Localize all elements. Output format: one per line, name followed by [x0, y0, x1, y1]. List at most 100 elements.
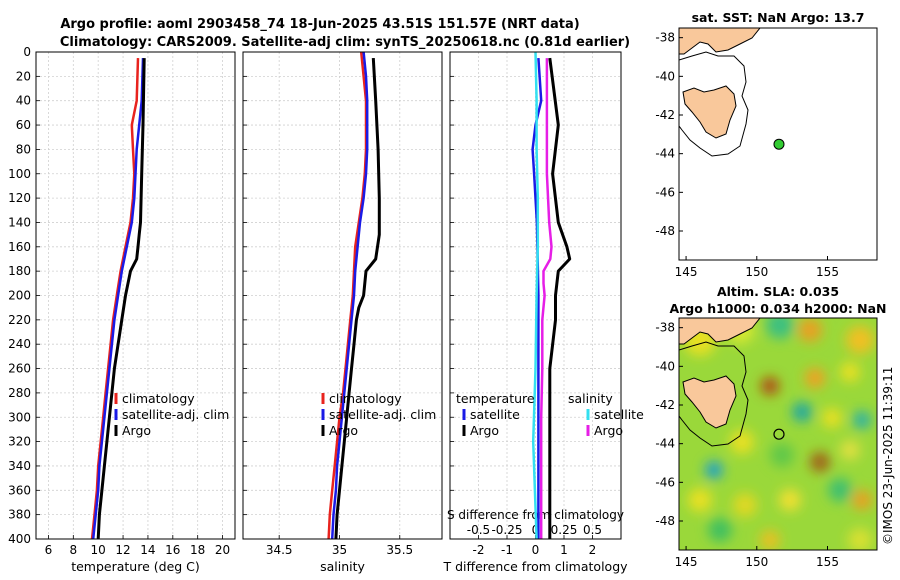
sla-float-marker — [773, 428, 785, 440]
temperature-xtick-label: 10 — [91, 543, 106, 557]
sst-shelf-contour — [679, 51, 749, 157]
salinity-profile-chart: 34.5 35 35.5 salinity climatologysatellite-a… — [242, 51, 443, 574]
temperature-xtick-label: 6 — [45, 543, 53, 557]
differences-xtick-label: 0 — [532, 543, 540, 557]
sst-map-title: sat. SST: NaN Argo: 13.7 — [692, 10, 865, 25]
title-line-1: Argo profile: aoml 2903458_74 18-Jun-202… — [60, 17, 579, 32]
temperature-legend-label: climatology — [122, 391, 195, 406]
temperature-ytick-label: 160 — [8, 240, 31, 254]
sst-map-ytick-label: -46 — [655, 185, 675, 199]
temperature-ytick-label: 0 — [23, 45, 31, 59]
diff-legend-t-label: satellite — [470, 407, 520, 422]
sst-map-xtick-label: 150 — [745, 265, 768, 279]
temperature-ytick-label: 200 — [8, 289, 31, 303]
temperature-ytick-label: 280 — [8, 386, 31, 400]
temperature-ytick-label: 240 — [8, 337, 31, 351]
temperature-ytick-label: 320 — [8, 435, 31, 449]
sla-map-ytick-label: -38 — [655, 321, 675, 335]
sla-map-ytick-label: -42 — [655, 398, 675, 412]
salinity-legend-label: Argo — [329, 423, 358, 438]
diff-legend-s-label: Argo — [594, 423, 623, 438]
temperature-ytick-label: 140 — [8, 215, 31, 229]
temperature-ytick-label: 60 — [16, 118, 31, 132]
temperature-ytick-label: 180 — [8, 264, 31, 278]
sla-field-base — [679, 318, 877, 550]
temperature-ytick-label: 40 — [16, 94, 31, 108]
temperature-ytick-label: 120 — [8, 191, 31, 205]
sst-float-marker — [773, 138, 785, 150]
temperature-ytick-label: 220 — [8, 313, 31, 327]
salinity-legend-label: climatology — [329, 391, 402, 406]
differences-stick-label: -0.25 — [491, 523, 522, 537]
temperature-xlabel: temperature (deg C) — [71, 559, 200, 574]
sst-map-ytick-label: -44 — [655, 147, 675, 161]
salinity-series-argo — [334, 58, 381, 540]
salinity-xtick-label: 35.5 — [386, 543, 413, 557]
diff-legend-s-title: salinity — [568, 391, 613, 406]
temperature-xtick-label: 8 — [69, 543, 77, 557]
differences-xlabel: T difference from climatology — [442, 559, 628, 574]
sst-map-ytick-label: -48 — [655, 224, 675, 238]
salinity-xtick-label: 34.5 — [266, 543, 293, 557]
sst-map-xtick-label: 145 — [675, 265, 698, 279]
sla-mainland — [679, 318, 761, 345]
temperature-ytick-label: 100 — [8, 167, 31, 181]
sla-shelf-contour — [679, 341, 749, 447]
differences-series-t-satellite — [531, 58, 543, 539]
sst-map-ytick-label: -40 — [655, 69, 675, 83]
temperature-ytick-label: 20 — [16, 69, 31, 83]
sla-map-title-2: Argo h1000: 0.034 h2000: NaN — [669, 301, 886, 316]
temperature-ytick-label: 260 — [8, 362, 31, 376]
differences-xtick-label: -1 — [501, 543, 513, 557]
temperature-ytick-label: 340 — [8, 459, 31, 473]
differences-xtick-label: 1 — [560, 543, 568, 557]
sla-map-xtick-label: 145 — [675, 555, 698, 569]
temperature-frame — [35, 51, 236, 540]
differences-series-s-argo — [539, 58, 553, 539]
imos-watermark: ©IMOS 23-Jun-2025 11:39:11 — [881, 367, 895, 545]
title-line-2: Climatology: CARS2009. Satellite-adj cli… — [60, 35, 630, 50]
temperature-profile-chart: 0 20 40 60 80 100 120 140 160 180 200 220 240 260 280 3… — [8, 45, 236, 574]
sla-map-title-1: Altim. SLA: 0.035 — [717, 284, 839, 299]
salinity-xlabel: salinity — [320, 559, 365, 574]
differences-series-t-argo — [548, 57, 572, 539]
diff-legend-t-label: Argo — [470, 423, 499, 438]
temperature-series-argo — [96, 58, 146, 540]
sla-map-ytick-label: -48 — [655, 514, 675, 528]
temperature-ytick-label: 80 — [16, 142, 31, 156]
sst-tasmania — [682, 85, 737, 139]
sla-map-frame — [678, 317, 878, 551]
diff-legend-s-label: satellite — [594, 407, 644, 422]
sla-map-ytick-label: -40 — [655, 359, 675, 373]
salinity-frame — [242, 51, 443, 540]
temperature-legend-label: satellite-adj. clim — [122, 407, 229, 422]
temperature-ytick-label: 360 — [8, 483, 31, 497]
differences-frame — [449, 51, 622, 540]
temperature-xtick-label: 12 — [115, 543, 130, 557]
sst-map-xtick-label: 155 — [816, 265, 839, 279]
sla-tasmania — [682, 375, 737, 429]
differences-stick-label: -0.5 — [467, 523, 490, 537]
sla-map-ytick-label: -44 — [655, 437, 675, 451]
sla-map — [678, 317, 878, 551]
sst-mainland — [679, 28, 761, 55]
difference-profile-chart: -2 -1 0 1 2-0.5 -0.25 0 0.25 0.5S difference fro… — [442, 51, 644, 574]
temperature-xtick-label: 20 — [215, 543, 230, 557]
temperature-legend-label: Argo — [122, 423, 151, 438]
temperature-series-satellite-adj-clim — [91, 58, 145, 540]
differences-stick-label: 0.25 — [551, 523, 578, 537]
sla-map-axes: 145 150 155 -38 -40 -42 -44 -46 -48 — [655, 321, 839, 569]
sst-map-ytick-label: -38 — [655, 31, 675, 45]
sst-map — [678, 27, 878, 261]
sla-map-xtick-label: 150 — [745, 555, 768, 569]
sla-field-blobs — [684, 318, 874, 550]
salinity-series-satellite-adj-clim — [330, 51, 369, 540]
diff-legend-t-title: temperature — [456, 391, 535, 406]
salinity-xtick-label: 35 — [332, 543, 347, 557]
sla-map-ytick-label: -46 — [655, 475, 675, 489]
differences-xtick-label: -2 — [473, 543, 485, 557]
differences-xtick-label: 2 — [589, 543, 597, 557]
sst-map-ytick-label: -42 — [655, 108, 675, 122]
temperature-xtick-label: 14 — [140, 543, 155, 557]
sst-map-axes: 145 150 155 -38 -40 -42 -44 -46 -48 — [655, 31, 839, 279]
